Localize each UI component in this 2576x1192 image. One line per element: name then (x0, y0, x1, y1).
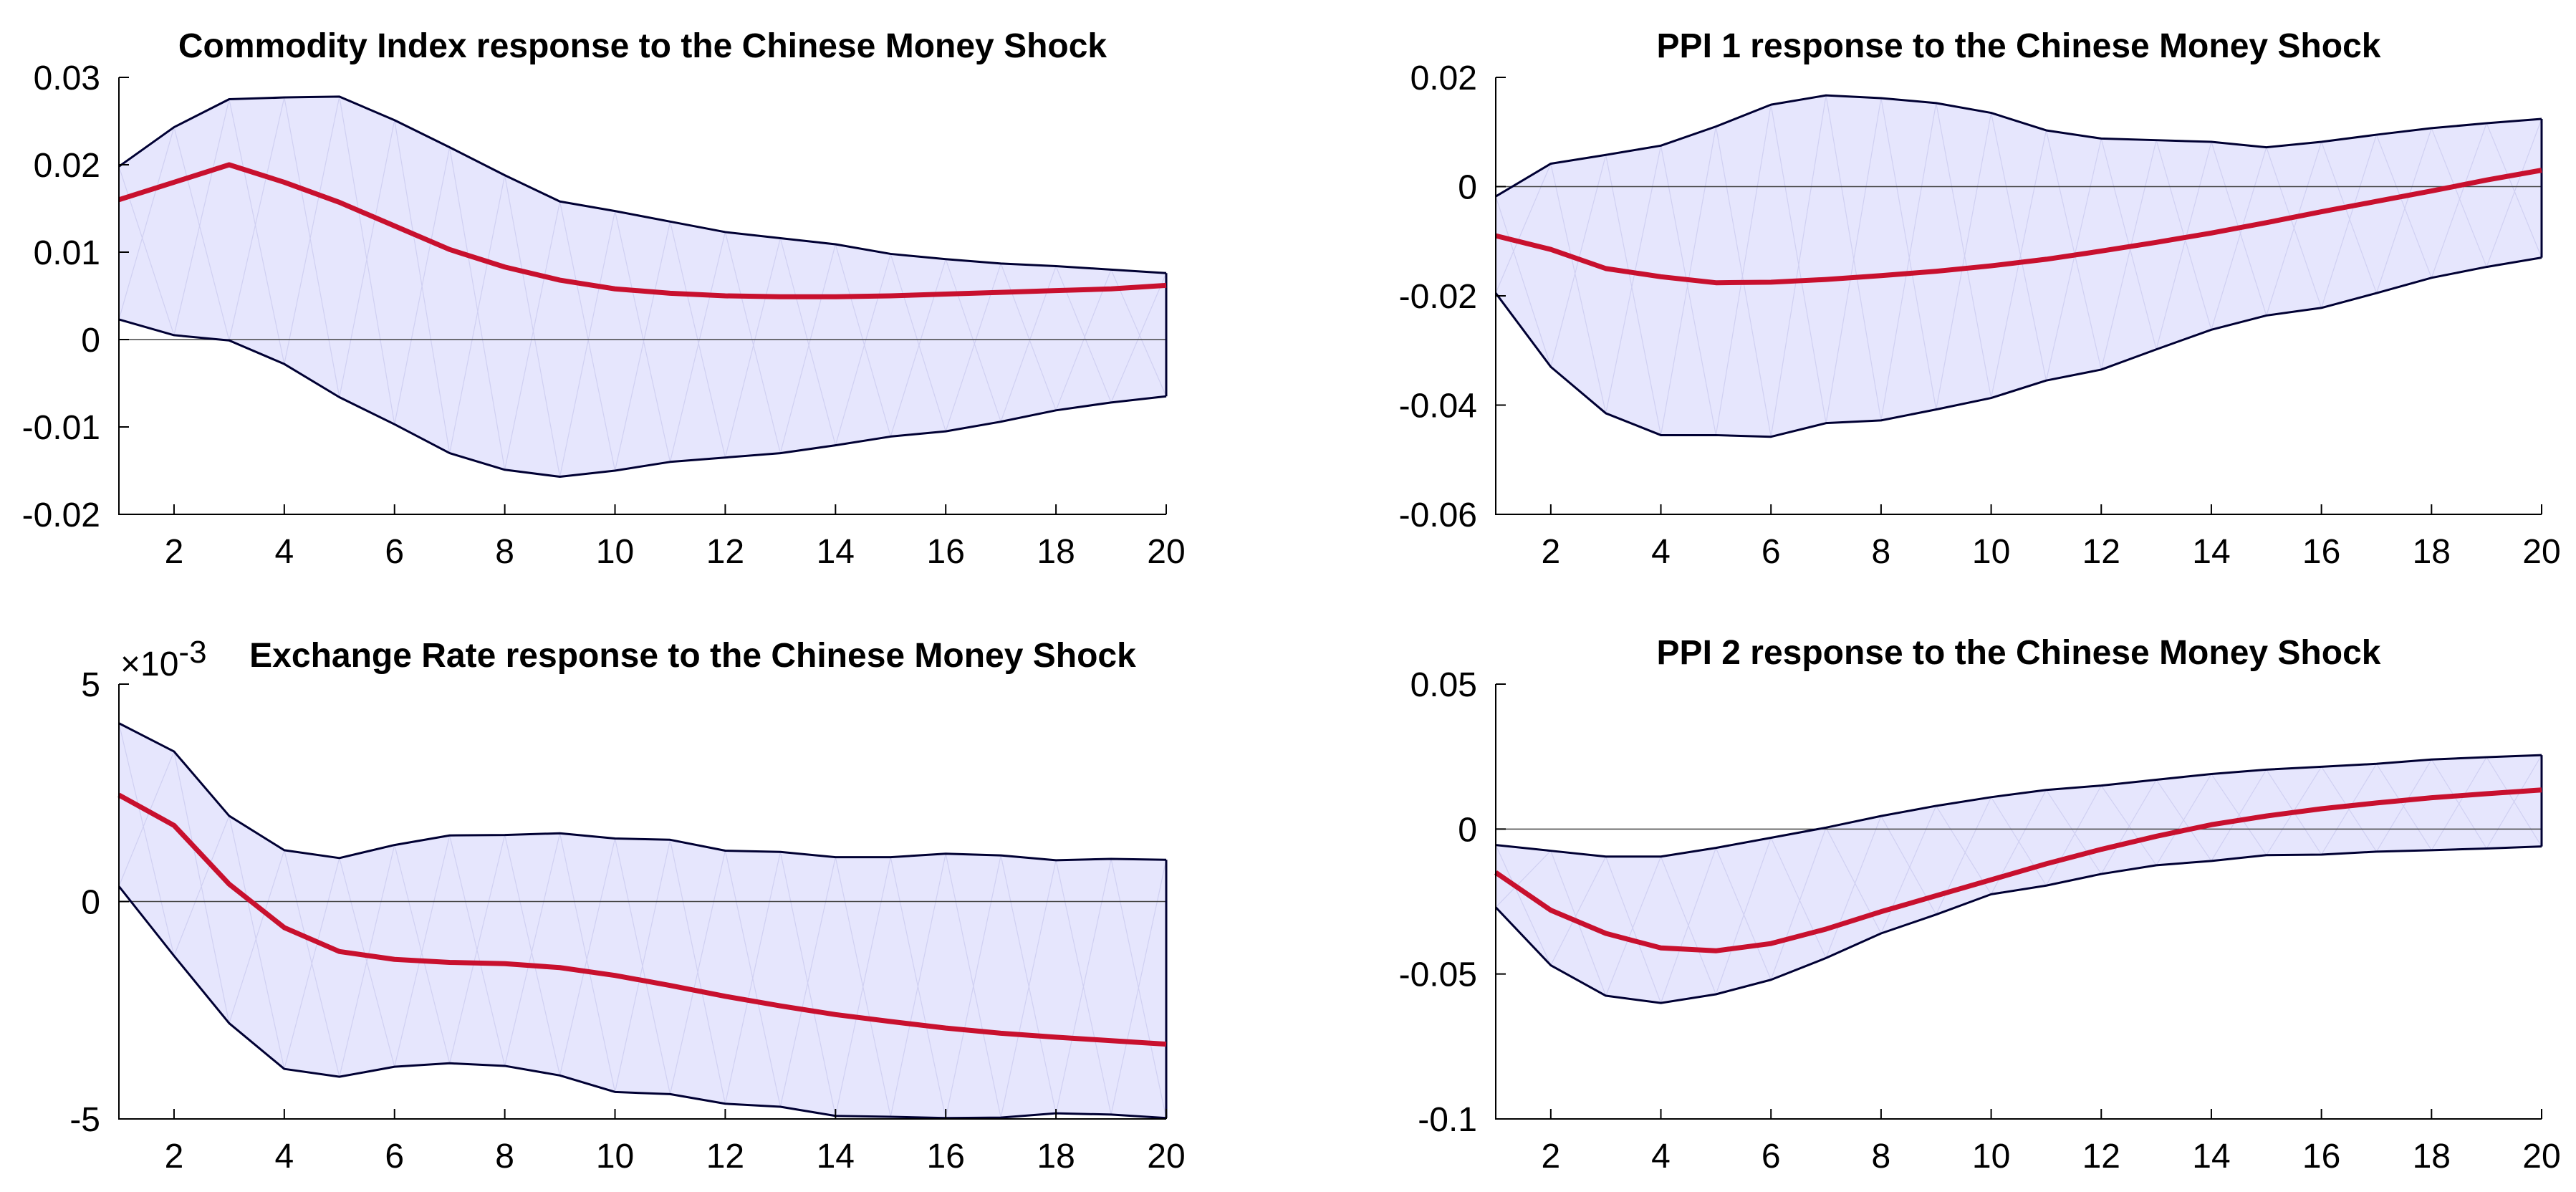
y-tick-label: 0.05 (1410, 666, 1477, 704)
x-tick-label: 18 (2413, 533, 2451, 571)
x-tick-label: 16 (2302, 533, 2340, 571)
x-tick-label: 16 (927, 533, 965, 571)
y-tick-label: -0.02 (1399, 278, 1477, 316)
x-tick-label: 6 (385, 1138, 404, 1176)
lower-bound-line (1494, 845, 2542, 1004)
band-mesh (118, 723, 1167, 1118)
x-tick-label: 6 (1762, 533, 1781, 571)
x-tick-label: 10 (1972, 533, 2010, 571)
upper-bound-line (1495, 94, 2542, 198)
y-tick-label: -0.04 (1399, 388, 1477, 426)
x-tick-label: 10 (596, 1138, 634, 1176)
x-tick-label: 6 (1762, 1138, 1781, 1176)
x-tick-label: 10 (596, 533, 634, 571)
y-tick-label: 0 (1458, 811, 1477, 849)
x-tick-label: 14 (2192, 533, 2230, 571)
x-tick-label: 8 (495, 1138, 514, 1176)
x-tick-label: 20 (2522, 533, 2560, 571)
chart-title: PPI 2 response to the Chinese Money Shoc… (1657, 634, 2381, 672)
chart-panel-2: 2 4 6 8 10 12 14 16 18 20 -0.06 -0.04 -0.02 0 0.02 PPI … (1399, 27, 2561, 571)
x-tick-label: 2 (165, 1138, 184, 1176)
y-tick-label: 0 (81, 884, 100, 922)
y-tick-label: 0.01 (34, 234, 100, 272)
y-tick-label: -0.05 (1399, 956, 1477, 994)
x-tick-label: 2 (1541, 1138, 1560, 1176)
x-tick-label: 12 (706, 1138, 744, 1176)
x-tick-label: 16 (2302, 1138, 2340, 1176)
x-tick-label: 20 (1147, 1138, 1185, 1176)
axis-exponent-label: ×10-3 (120, 635, 207, 683)
confidence-band (119, 723, 1166, 1118)
y-tick-label: 0.02 (1410, 59, 1477, 97)
y-tick-label: -0.1 (1418, 1101, 1477, 1139)
x-tick-label: 12 (706, 533, 744, 571)
y-tick-label: 0.03 (34, 59, 100, 97)
x-tick-label: 20 (2522, 1138, 2560, 1176)
chart-title: Exchange Rate response to the Chinese Mo… (249, 637, 1136, 675)
y-tick-label: -0.02 (22, 496, 100, 534)
x-tick-label: 4 (274, 533, 294, 571)
band-mesh (118, 96, 1167, 477)
x-tick-label: 2 (165, 533, 184, 571)
x-tick-label: 10 (1972, 1138, 2010, 1176)
response-line (1495, 168, 2542, 286)
response-line (117, 162, 1167, 299)
lower-bound-line (117, 885, 1167, 1120)
upper-bound-line (118, 722, 1167, 862)
x-tick-label: 20 (1147, 533, 1185, 571)
x-tick-label: 16 (927, 1138, 965, 1176)
y-tick-label: 5 (81, 666, 100, 704)
y-tick-label: -0.06 (1399, 496, 1477, 534)
x-tick-label: 4 (1651, 1138, 1671, 1176)
x-tick-label: 6 (385, 533, 404, 571)
chart-panel-1: 2 4 6 8 10 12 14 16 18 20 -0.02 -0.01 0 0.01 0.02 0.03 C… (22, 27, 1186, 571)
response-line (117, 792, 1167, 1047)
upper-bound-line (118, 95, 1167, 274)
x-tick-label: 12 (2082, 533, 2120, 571)
x-tick-label: 2 (1541, 533, 1560, 571)
chart-panel-4: 2 4 6 8 10 12 14 16 18 20 -0.1 -0.05 0 0.05 PPI 2 resp… (1399, 634, 2561, 1176)
response-line (1494, 787, 2542, 953)
x-tick-label: 4 (1651, 533, 1671, 571)
x-tick-label: 18 (1037, 533, 1075, 571)
x-tick-label: 14 (2192, 1138, 2230, 1176)
x-tick-label: 14 (817, 533, 855, 571)
x-tick-label: 8 (495, 533, 514, 571)
lower-bound-line (1494, 256, 2542, 438)
chart-title: PPI 1 response to the Chinese Money Shoc… (1657, 27, 2381, 65)
lower-bound-line (118, 318, 1167, 479)
x-tick-label: 14 (817, 1138, 855, 1176)
x-tick-label: 8 (1872, 533, 1891, 571)
confidence-band (1496, 755, 2542, 1004)
x-tick-label: 4 (274, 1138, 294, 1176)
x-tick-label: 12 (2082, 1138, 2120, 1176)
x-tick-label: 18 (1037, 1138, 1075, 1176)
x-tick-label: 18 (2413, 1138, 2451, 1176)
y-tick-label: -0.01 (22, 409, 100, 447)
chart-title: Commodity Index response to the Chinese … (178, 27, 1107, 65)
chart-panel-3: 2 4 6 8 10 12 14 16 18 20 -5 0 5 ×10-3 Exchange Rate r… (69, 635, 1185, 1176)
x-tick-label: 8 (1872, 1138, 1891, 1176)
y-tick-label: 0.02 (34, 147, 100, 185)
y-tick-label: 0 (1458, 169, 1477, 207)
upper-bound-line (1495, 754, 2542, 858)
y-tick-label: -5 (69, 1101, 100, 1139)
y-tick-label: 0 (81, 322, 100, 360)
